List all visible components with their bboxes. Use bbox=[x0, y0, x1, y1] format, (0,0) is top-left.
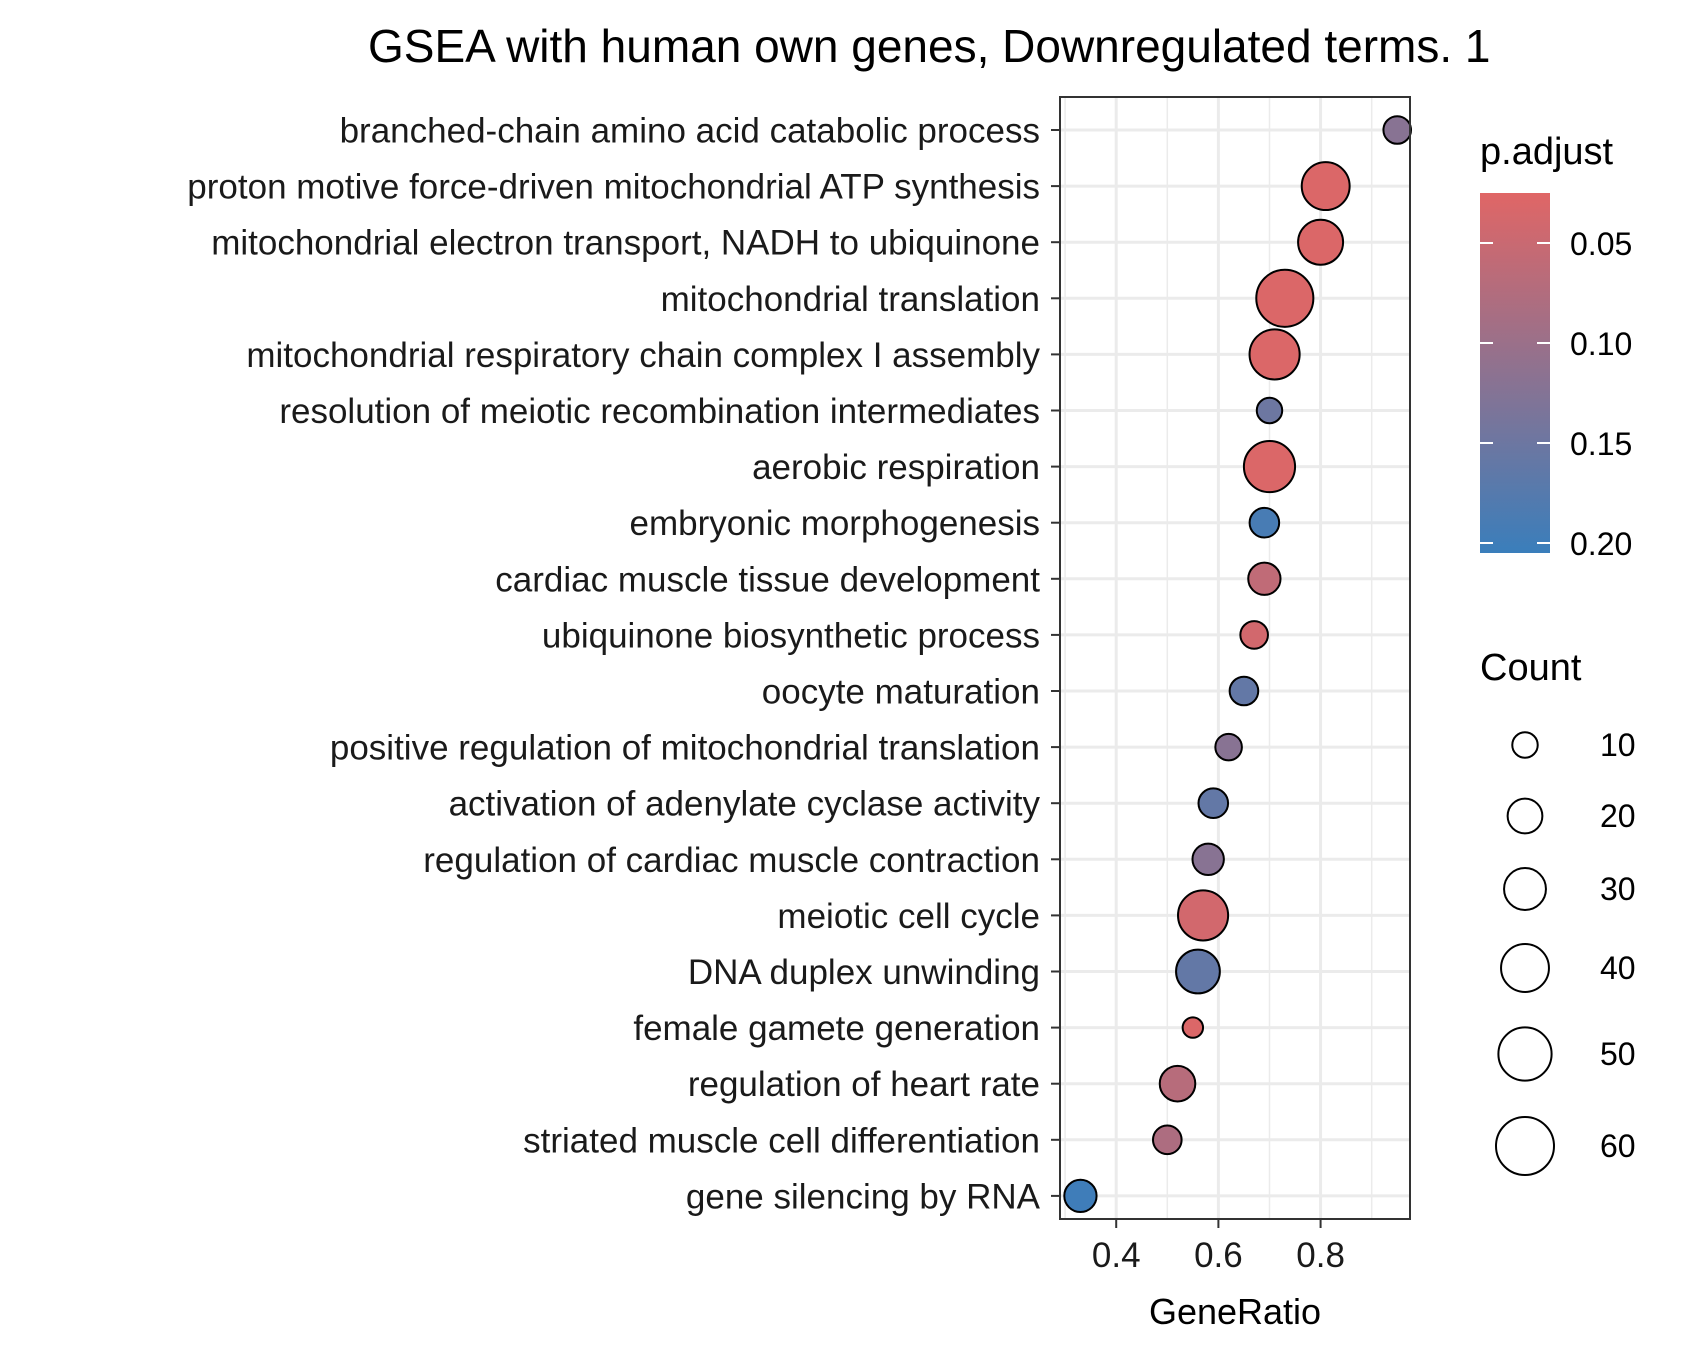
y-tick-label: regulation of cardiac muscle contraction bbox=[423, 841, 1040, 880]
data-point bbox=[1242, 440, 1297, 494]
y-tick-label: oocyte maturation bbox=[762, 673, 1040, 712]
y-tick-label: branched-chain amino acid catabolic proc… bbox=[340, 112, 1040, 151]
x-axis-title: GeneRatio bbox=[1149, 1291, 1321, 1332]
count-legend-key bbox=[1497, 1026, 1553, 1082]
count-legend: Count 10 20 30 40 50 60 bbox=[1480, 647, 1636, 1176]
p-adjust-tick-label: 0.15 bbox=[1570, 426, 1632, 462]
y-tick-label: DNA duplex unwinding bbox=[688, 953, 1040, 992]
count-legend-key bbox=[1500, 943, 1550, 993]
plot-panel-border bbox=[1059, 96, 1411, 1220]
count-legend-key bbox=[1511, 731, 1539, 759]
data-point bbox=[1228, 675, 1260, 707]
x-tick-label: 0.8 bbox=[1296, 1236, 1345, 1275]
p-adjust-legend-title: p.adjust bbox=[1480, 131, 1614, 173]
y-tick-label: activation of adenylate cyclase activity bbox=[449, 785, 1041, 824]
data-point bbox=[1247, 561, 1282, 596]
y-tick-label: ubiquinone biosynthetic process bbox=[542, 616, 1040, 655]
plot-panel bbox=[1060, 97, 1410, 1219]
data-point bbox=[1300, 161, 1351, 212]
y-tick-label: regulation of heart rate bbox=[688, 1065, 1040, 1104]
y-tick-label: gene silencing by RNA bbox=[686, 1177, 1041, 1216]
y-tick-label: striated muscle cell differentiation bbox=[523, 1121, 1040, 1160]
data-point bbox=[1151, 1124, 1183, 1156]
count-legend-key bbox=[1506, 797, 1544, 835]
y-tick-label: cardiac muscle tissue development bbox=[495, 560, 1040, 599]
y-tick-label: female gamete generation bbox=[633, 1009, 1040, 1048]
chart-title: GSEA with human own genes, Downregulated… bbox=[368, 20, 1491, 72]
y-tick-label: mitochondrial translation bbox=[661, 280, 1040, 319]
count-legend-key bbox=[1495, 1116, 1555, 1176]
data-point bbox=[1255, 396, 1284, 425]
data-point bbox=[1158, 1064, 1197, 1103]
y-tick-label: aerobic respiration bbox=[752, 448, 1040, 487]
data-point bbox=[1297, 218, 1345, 266]
y-tick-label: proton motive force-driven mitochondrial… bbox=[187, 168, 1040, 207]
y-tick-label: meiotic cell cycle bbox=[777, 897, 1040, 936]
count-legend-title: Count bbox=[1480, 647, 1582, 689]
data-point bbox=[1255, 268, 1315, 328]
y-tick-label: positive regulation of mitochondrial tra… bbox=[330, 729, 1040, 768]
y-tick-label: embryonic morphogenesis bbox=[630, 504, 1040, 543]
count-legend-label: 20 bbox=[1600, 798, 1636, 834]
data-point bbox=[1177, 889, 1230, 942]
data-point bbox=[1248, 328, 1301, 381]
x-tick-label: 0.4 bbox=[1092, 1236, 1141, 1275]
y-axis: branched-chain amino acid catabolic proc… bbox=[187, 112, 1060, 1216]
p-adjust-legend-ticks: 0.05 0.10 0.15 0.20 bbox=[1480, 226, 1632, 562]
data-point bbox=[1214, 732, 1243, 762]
data-point bbox=[1063, 1178, 1098, 1214]
y-tick-label: mitochondrial electron transport, NADH t… bbox=[211, 224, 1040, 263]
count-legend-keys: 10 20 30 40 50 60 bbox=[1495, 727, 1636, 1176]
count-legend-label: 60 bbox=[1600, 1128, 1636, 1164]
p-adjust-tick-label: 0.10 bbox=[1570, 326, 1632, 362]
y-tick-label: resolution of meiotic recombination inte… bbox=[279, 392, 1040, 431]
p-adjust-legend: p.adjust 0.05 0.10 0.15 0.20 bbox=[1480, 131, 1632, 562]
x-axis: 0.4 0.6 0.8 bbox=[1092, 1219, 1345, 1275]
p-adjust-color-bar bbox=[1480, 193, 1550, 553]
count-legend-label: 30 bbox=[1600, 871, 1636, 907]
data-point bbox=[1175, 948, 1221, 995]
y-tick-label: mitochondrial respiratory chain complex … bbox=[246, 336, 1040, 375]
count-legend-label: 40 bbox=[1600, 950, 1636, 986]
data-point bbox=[1239, 620, 1269, 650]
data-point bbox=[1191, 842, 1225, 876]
x-tick-label: 0.6 bbox=[1194, 1236, 1243, 1275]
data-point bbox=[1181, 1016, 1205, 1039]
data-point bbox=[1382, 115, 1413, 145]
count-legend-label: 10 bbox=[1600, 727, 1636, 763]
data-points bbox=[1063, 115, 1413, 1214]
p-adjust-tick-label: 0.05 bbox=[1570, 226, 1632, 262]
count-legend-key bbox=[1503, 867, 1547, 911]
count-legend-label: 50 bbox=[1600, 1036, 1636, 1072]
data-point bbox=[1248, 506, 1281, 539]
p-adjust-tick-label: 0.20 bbox=[1570, 526, 1632, 562]
data-point bbox=[1197, 787, 1230, 819]
